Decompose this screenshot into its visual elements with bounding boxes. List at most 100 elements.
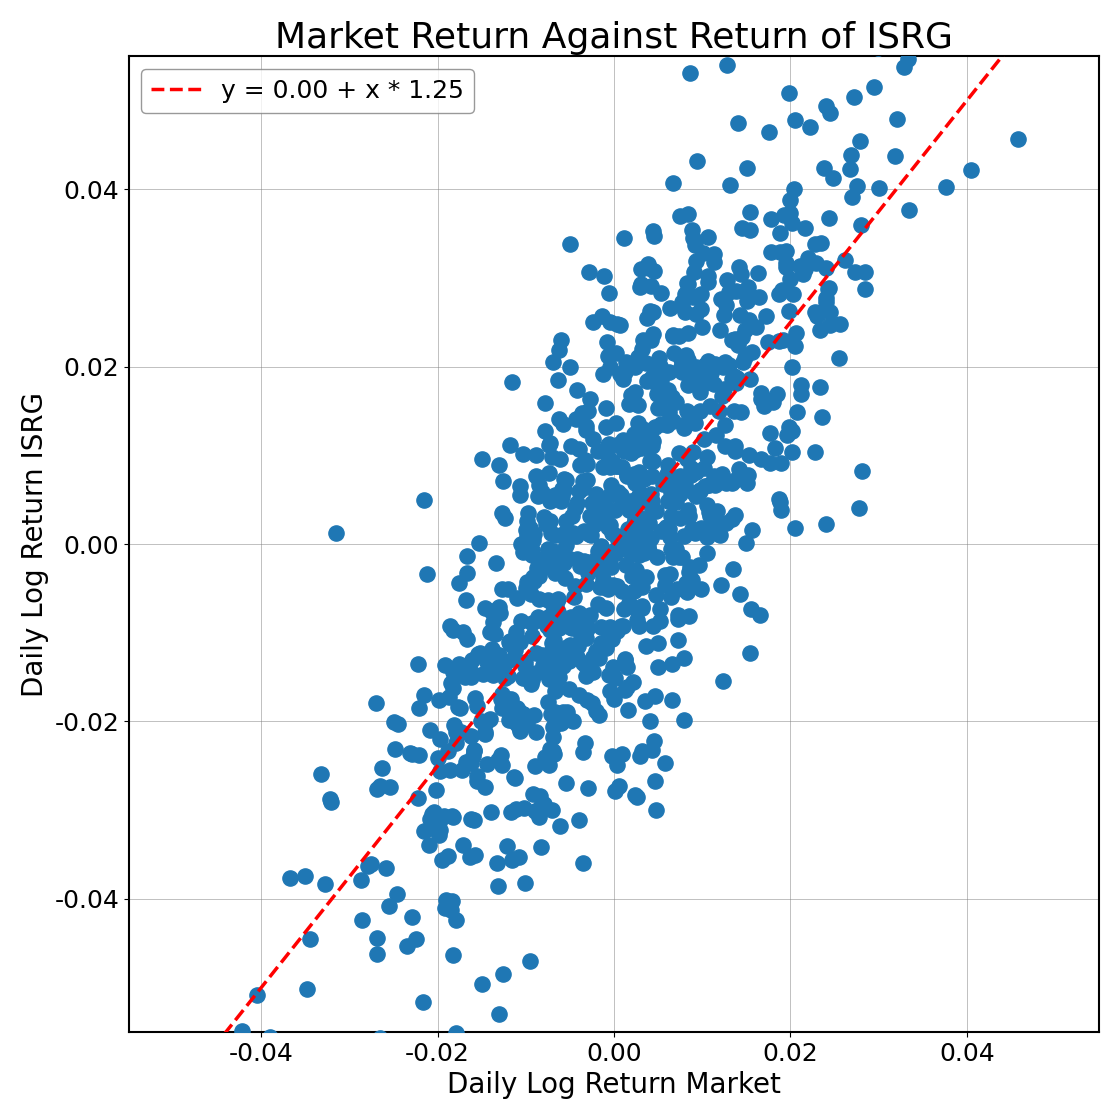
Point xyxy=(623,567,641,585)
Point xyxy=(610,437,628,455)
Point xyxy=(638,536,656,554)
Point xyxy=(685,523,703,541)
Point xyxy=(385,712,403,730)
Point xyxy=(626,357,644,375)
Point xyxy=(760,123,778,141)
Point xyxy=(529,487,547,505)
Point xyxy=(840,24,858,41)
Point xyxy=(552,614,570,632)
Point xyxy=(604,629,622,647)
Point xyxy=(648,548,666,566)
Point xyxy=(842,147,860,165)
Point xyxy=(815,159,833,177)
Point xyxy=(598,517,616,535)
Point xyxy=(523,614,541,632)
Point xyxy=(442,674,460,692)
Point xyxy=(573,855,591,872)
Point xyxy=(589,542,607,560)
Point xyxy=(540,756,558,774)
Point xyxy=(352,871,370,889)
Point xyxy=(678,450,696,468)
Point xyxy=(604,657,622,675)
Point xyxy=(687,524,704,542)
Point xyxy=(622,386,640,404)
Point xyxy=(422,820,440,838)
Point xyxy=(727,282,745,300)
Point xyxy=(663,485,681,503)
Point xyxy=(681,64,699,82)
Point xyxy=(801,118,819,136)
Point xyxy=(575,473,592,491)
Point xyxy=(516,653,534,671)
Point xyxy=(577,628,595,646)
Point xyxy=(551,547,569,564)
Point xyxy=(656,576,674,594)
Point xyxy=(544,353,562,371)
Point xyxy=(673,297,691,315)
Point xyxy=(644,432,662,450)
Point xyxy=(852,215,870,233)
Point xyxy=(533,656,551,674)
Point xyxy=(551,645,569,663)
Point xyxy=(476,726,494,744)
Point xyxy=(457,754,475,772)
Point xyxy=(535,393,553,411)
Point xyxy=(533,483,551,501)
Point xyxy=(562,438,580,456)
Point xyxy=(633,578,651,596)
Point xyxy=(653,414,671,432)
Point xyxy=(607,344,625,362)
Point xyxy=(622,536,640,554)
Point xyxy=(684,228,702,246)
Point xyxy=(506,801,524,819)
Point xyxy=(458,563,476,581)
Point xyxy=(399,936,417,954)
Point xyxy=(362,856,380,874)
Point xyxy=(572,613,590,631)
Point xyxy=(606,502,624,520)
Point xyxy=(687,486,704,504)
Point xyxy=(575,654,592,672)
Point xyxy=(414,492,432,510)
Point xyxy=(431,821,449,839)
Point xyxy=(634,492,652,510)
Point xyxy=(466,743,484,760)
Point xyxy=(792,376,810,394)
Point xyxy=(560,680,578,698)
Point xyxy=(698,448,716,466)
Point xyxy=(557,512,575,530)
Point xyxy=(675,420,693,438)
Point xyxy=(372,777,390,795)
Point xyxy=(628,433,646,451)
Point xyxy=(524,568,542,586)
Point xyxy=(597,549,615,567)
Point xyxy=(824,169,842,187)
Point xyxy=(367,694,385,712)
Point xyxy=(687,358,704,376)
Point xyxy=(644,617,662,635)
Point xyxy=(500,580,517,598)
Point xyxy=(539,540,557,558)
Point xyxy=(435,806,452,824)
Point xyxy=(759,334,777,352)
Point xyxy=(545,526,563,544)
Point xyxy=(492,746,510,764)
Point xyxy=(544,542,562,560)
Point xyxy=(637,569,655,587)
Point xyxy=(625,514,643,532)
Point xyxy=(552,713,570,731)
Point xyxy=(680,507,698,525)
Point xyxy=(401,745,419,763)
Point xyxy=(627,530,645,548)
Point xyxy=(466,847,484,865)
Point xyxy=(821,316,839,334)
Point xyxy=(680,376,698,394)
Point xyxy=(702,364,720,382)
Point xyxy=(646,772,664,790)
Point xyxy=(579,563,597,581)
Point xyxy=(589,595,607,613)
Point xyxy=(511,477,529,495)
Point xyxy=(536,558,554,576)
Point xyxy=(570,604,588,622)
Point xyxy=(522,519,540,536)
